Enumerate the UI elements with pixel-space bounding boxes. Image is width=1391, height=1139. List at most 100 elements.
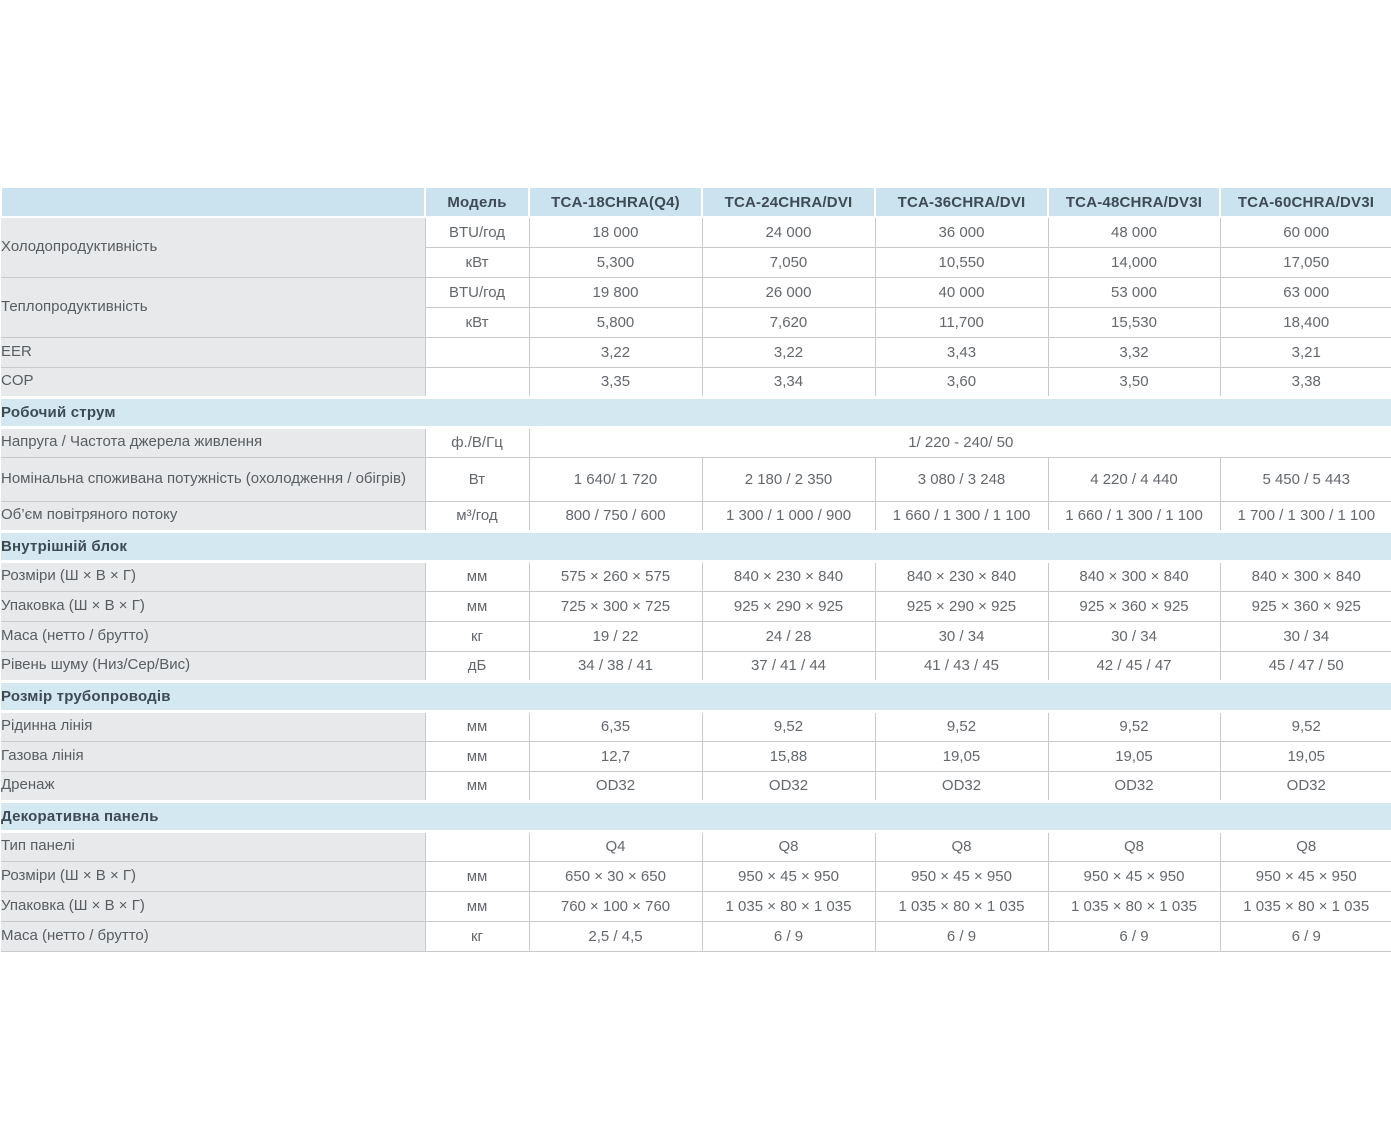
value-cell: 3,22: [528, 336, 703, 368]
value-cell: 3,21: [1219, 336, 1391, 368]
table-row: Теплопродуктивність BTU/год 19 800 26 000 40…: [1, 276, 1391, 338]
table-row: Маса (нетто / брутто) кг 19 / 22 24 / 28 30 …: [1, 620, 1391, 652]
value-cell: OD32: [874, 770, 1049, 802]
row-unit: ф./В/Гц: [424, 426, 530, 458]
table-row: Рівень шуму (Низ/Сер/Вис) дБ 34 / 38 / 41 3…: [1, 650, 1391, 682]
value-cell: 12,7: [528, 740, 703, 772]
value-cell: 840 × 300 × 840: [1047, 560, 1221, 592]
column-header-tca-18chra-q4-: TCA-18CHRA(Q4): [528, 186, 703, 218]
value-cell: 1 035 × 80 × 1 035: [1219, 890, 1391, 922]
table-row: Рідинна лінія мм 6,35 9,52 9,52 9,52 9,52: [1, 710, 1391, 742]
value-cell: 17,050: [1219, 246, 1391, 278]
row-unit: [424, 336, 530, 368]
value-cell: 19,05: [1219, 740, 1391, 772]
value-cell: 60 000: [1219, 216, 1391, 248]
value-cell: 840 × 230 × 840: [701, 560, 876, 592]
row-unit: Вт: [424, 456, 530, 502]
value-cell: 6 / 9: [701, 920, 876, 952]
value-cell: 950 × 45 × 950: [701, 860, 876, 892]
row-label: Упаковка (Ш × В × Г): [1, 590, 426, 622]
row-label: Напруга / Частота джерела живлення: [1, 426, 426, 458]
value-cell: 950 × 45 × 950: [1219, 860, 1391, 892]
value-cell: 925 × 360 × 925: [1047, 590, 1221, 622]
row-unit: кг: [424, 620, 530, 652]
column-header-tca-60chra-dv3i: TCA-60CHRA/DV3I: [1219, 186, 1391, 218]
value-cell: 19,05: [874, 740, 1049, 772]
value-cell: 4 220 / 4 440: [1047, 456, 1221, 502]
row-unit: дБ: [424, 650, 530, 682]
value-cell: 6 / 9: [1047, 920, 1221, 952]
section-header: Декоративна панель: [1, 799, 1391, 833]
row-label: Дренаж: [1, 770, 426, 802]
row-unit: мм: [424, 560, 530, 592]
value-cell: 575 × 260 × 575: [528, 560, 703, 592]
value-cell: 18,400: [1219, 306, 1391, 338]
value-cell: 9,52: [1047, 710, 1221, 742]
section-header: Внутрішній блок: [1, 529, 1391, 563]
value-cell: OD32: [1047, 770, 1221, 802]
value-cell: 3,50: [1047, 366, 1221, 398]
row-unit: м³/год: [424, 500, 530, 532]
column-header-tca-48chra-dv3i: TCA-48CHRA/DV3I: [1047, 186, 1221, 218]
value-cell: 34 / 38 / 41: [528, 650, 703, 682]
value-cell: 760 × 100 × 760: [528, 890, 703, 922]
row-label: EER: [1, 336, 426, 368]
value-cell: 1 640/ 1 720: [528, 456, 703, 502]
value-cell: 24 / 28: [701, 620, 876, 652]
spec-table: Модель TCA-18CHRA(Q4) TCA-24CHRA/DVI TCA-36…: [0, 186, 1391, 952]
table-row: EER 3,22 3,22 3,43 3,32 3,21: [1, 336, 1391, 368]
table-row: Тип панелі Q4 Q8 Q8 Q8 Q8: [1, 830, 1391, 862]
value-cell: 18 000: [528, 216, 703, 248]
value-cell: 3,32: [1047, 336, 1221, 368]
value-cell: OD32: [701, 770, 876, 802]
value-cell: 14,000: [1047, 246, 1221, 278]
value-cell: 840 × 300 × 840: [1219, 560, 1391, 592]
value-cell: 925 × 360 × 925: [1219, 590, 1391, 622]
value-cell: Q8: [701, 830, 876, 862]
value-cell: Q8: [1219, 830, 1391, 862]
value-cell: 1 035 × 80 × 1 035: [1047, 890, 1221, 922]
value-cell: 7,620: [701, 306, 876, 338]
value-cell: 9,52: [874, 710, 1049, 742]
row-unit: BTU/год: [424, 276, 530, 308]
row-unit: кВт: [424, 246, 530, 278]
row-label: Розміри (Ш × В × Г): [1, 860, 426, 892]
row-label: Рівень шуму (Низ/Сер/Вис): [1, 650, 426, 682]
value-cell: 840 × 230 × 840: [874, 560, 1049, 592]
table-row: Розміри (Ш × В × Г) мм 650 × 30 × 650 950 ×…: [1, 860, 1391, 892]
value-cell: 950 × 45 × 950: [1047, 860, 1221, 892]
value-cell: 650 × 30 × 650: [528, 860, 703, 892]
value-cell: 3,60: [874, 366, 1049, 398]
value-cell: 41 / 43 / 45: [874, 650, 1049, 682]
header-row: Модель TCA-18CHRA(Q4) TCA-24CHRA/DVI TCA-36…: [0, 186, 1391, 218]
row-label: Маса (нетто / брутто): [1, 920, 426, 952]
value-cell: OD32: [1219, 770, 1391, 802]
row-unit: мм: [424, 770, 530, 802]
value-cell: 5,300: [528, 246, 703, 278]
value-cell: 19 / 22: [528, 620, 703, 652]
section-row: Розмір трубопроводів: [1, 679, 1391, 713]
row-label: Газова лінія: [1, 740, 426, 772]
row-label: COP: [1, 366, 426, 398]
value-cell: 1 035 × 80 × 1 035: [701, 890, 876, 922]
table-row: Розміри (Ш × В × Г) мм 575 × 260 × 575 840 …: [1, 560, 1391, 592]
value-cell: 19 800: [528, 276, 703, 308]
row-unit: мм: [424, 890, 530, 922]
table-row: Газова лінія мм 12,7 15,88 19,05 19,05 19,05: [1, 740, 1391, 772]
value-cell: 42 / 45 / 47: [1047, 650, 1221, 682]
row-unit: мм: [424, 860, 530, 892]
value-cell: 30 / 34: [874, 620, 1049, 652]
row-label: Номінальна споживана потужність (охолодж…: [1, 456, 426, 502]
value-cell: 36 000: [874, 216, 1049, 248]
section-row: Внутрішній блок: [1, 529, 1391, 563]
row-label: Холодопродуктивність: [1, 216, 426, 278]
value-cell: 30 / 34: [1047, 620, 1221, 652]
value-cell: 2 180 / 2 350: [701, 456, 876, 502]
column-header-tca-24chra-dvi: TCA-24CHRA/DVI: [701, 186, 876, 218]
value-cell: 925 × 290 × 925: [701, 590, 876, 622]
value-cell: 1 035 × 80 × 1 035: [874, 890, 1049, 922]
value-cell: 1 300 / 1 000 / 900: [701, 500, 876, 532]
value-cell: 3,34: [701, 366, 876, 398]
value-cell: OD32: [528, 770, 703, 802]
